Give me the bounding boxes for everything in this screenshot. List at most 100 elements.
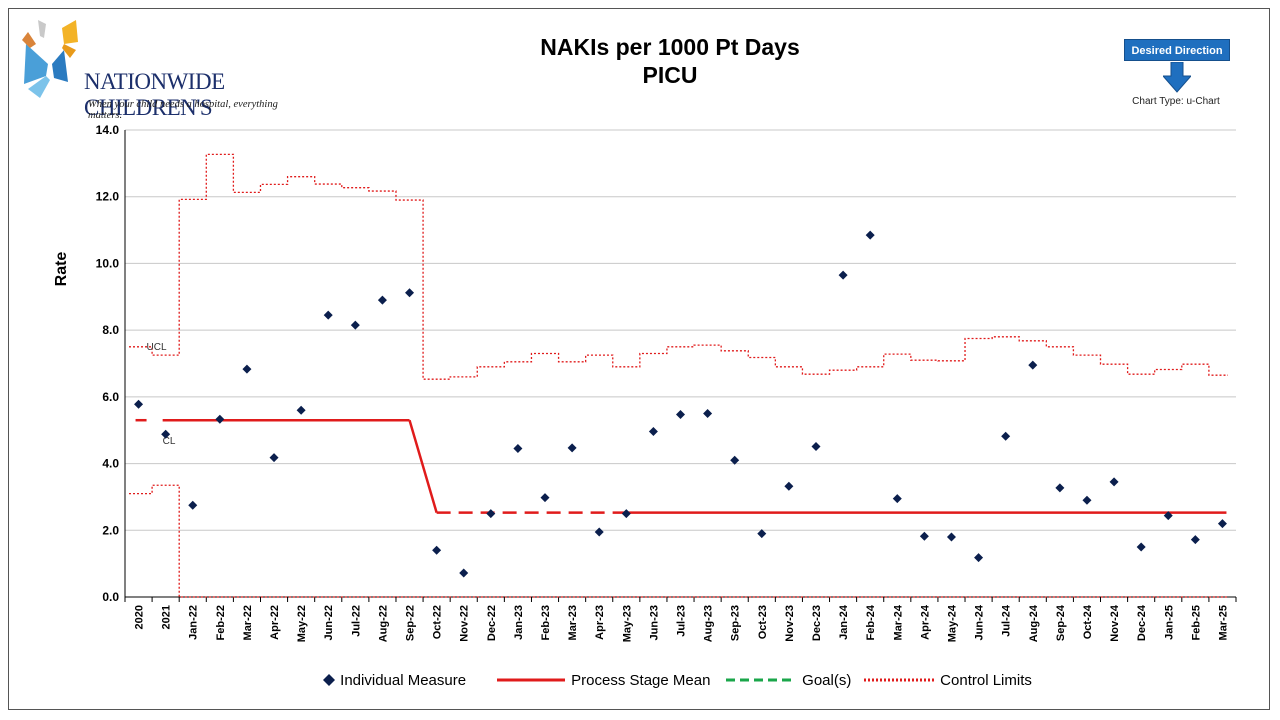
data-point bbox=[594, 527, 604, 537]
x-tick-label: Jan-23 bbox=[513, 605, 525, 640]
x-tick-label: Oct-24 bbox=[1082, 604, 1094, 639]
x-tick-label: Nov-23 bbox=[784, 605, 796, 642]
chart-type-label: Chart Type: u-Chart bbox=[1132, 96, 1220, 107]
dashed-line-icon bbox=[726, 678, 796, 682]
legend-individual-measure: Individual Measure bbox=[322, 670, 466, 692]
data-point bbox=[838, 270, 848, 280]
x-tick-label: Feb-22 bbox=[215, 605, 227, 640]
data-point bbox=[215, 414, 225, 424]
x-tick-label: Oct-22 bbox=[432, 605, 444, 639]
legend-goals: Goal(s) bbox=[726, 670, 851, 692]
lower-control-limit-line bbox=[129, 484, 1228, 598]
x-tick-label: Aug-24 bbox=[1028, 604, 1040, 642]
data-point bbox=[1001, 431, 1011, 441]
x-tick-label: Jan-25 bbox=[1163, 605, 1175, 640]
x-tick-label: Apr-24 bbox=[919, 604, 931, 640]
chart-title-block: NAKIs per 1000 Pt Days PICU bbox=[420, 33, 920, 89]
x-tick-label: Sep-24 bbox=[1055, 604, 1067, 641]
x-tick-label: Dec-23 bbox=[811, 605, 823, 641]
data-point bbox=[242, 364, 252, 374]
x-tick-label: Apr-22 bbox=[269, 605, 281, 640]
data-point bbox=[377, 295, 387, 305]
y-tick-label: 14.0 bbox=[96, 123, 120, 137]
x-tick-label: Feb-25 bbox=[1190, 605, 1202, 640]
chart-subtitle: PICU bbox=[642, 62, 698, 88]
x-tick-label: Nov-24 bbox=[1109, 604, 1121, 642]
legend: Individual Measure Process Stage Mean Go… bbox=[0, 670, 1280, 694]
x-tick-label: Jul-22 bbox=[350, 605, 362, 637]
x-tick-label: 2020 bbox=[134, 605, 146, 629]
x-tick-label: Sep-23 bbox=[730, 605, 742, 641]
x-tick-label: Jun-22 bbox=[323, 605, 335, 640]
data-point bbox=[540, 493, 550, 503]
data-point bbox=[621, 509, 631, 519]
x-tick-label: Oct-23 bbox=[757, 605, 769, 639]
data-point bbox=[676, 410, 685, 420]
logo: NATIONWIDE CHILDREN'S When your child ne… bbox=[18, 14, 288, 121]
legend-label: Individual Measure bbox=[340, 672, 467, 689]
logo-tagline: When your child needs a hospital, everyt… bbox=[88, 99, 278, 121]
desired-direction-label: Desired Direction bbox=[1124, 39, 1230, 61]
y-tick-label: 6.0 bbox=[102, 390, 119, 404]
x-tick-label: Mar-23 bbox=[567, 605, 579, 640]
data-point bbox=[513, 444, 523, 454]
x-tick-label: Aug-23 bbox=[703, 605, 715, 642]
data-point bbox=[811, 442, 821, 452]
x-tick-label: May-23 bbox=[621, 605, 633, 642]
y-tick-label: 12.0 bbox=[96, 190, 120, 204]
x-tick-label: Mar-22 bbox=[242, 605, 254, 640]
data-point bbox=[784, 481, 794, 491]
legend-label: Goal(s) bbox=[802, 672, 852, 689]
legend-control-limits: Control Limits bbox=[864, 670, 1032, 692]
data-point bbox=[1163, 511, 1173, 521]
mean-line-shift bbox=[408, 419, 438, 513]
ucl-annotation: UCL bbox=[147, 342, 167, 353]
x-tick-label: Mar-25 bbox=[1217, 605, 1229, 640]
data-point bbox=[350, 320, 360, 330]
data-point bbox=[974, 553, 984, 563]
x-tick-label: Jul-24 bbox=[1001, 604, 1013, 637]
data-point bbox=[919, 531, 929, 541]
legend-label: Control Limits bbox=[940, 672, 1032, 689]
data-point bbox=[405, 288, 415, 298]
x-tick-label: Feb-23 bbox=[540, 605, 552, 640]
x-tick-label: Jul-23 bbox=[676, 605, 688, 637]
data-point bbox=[161, 429, 171, 439]
data-point bbox=[757, 529, 767, 539]
data-point bbox=[1082, 495, 1092, 505]
data-point bbox=[486, 509, 496, 519]
diamond-marker-icon bbox=[323, 674, 335, 686]
chart-frame bbox=[8, 8, 1270, 710]
data-point bbox=[296, 405, 306, 415]
data-point bbox=[1136, 542, 1146, 552]
data-point bbox=[432, 545, 442, 555]
cl-annotation: CL bbox=[163, 436, 176, 447]
data-point bbox=[1190, 535, 1200, 545]
y-tick-label: 8.0 bbox=[102, 323, 119, 337]
x-tick-label: Sep-22 bbox=[405, 605, 417, 641]
data-point bbox=[1028, 360, 1038, 370]
upper-control-limit-line bbox=[129, 153, 1228, 380]
x-tick-label: Jan-22 bbox=[188, 605, 200, 640]
x-tick-label: Nov-22 bbox=[459, 605, 471, 642]
data-point bbox=[188, 500, 198, 510]
x-tick-label: Dec-22 bbox=[486, 605, 498, 641]
legend-process-stage-mean: Process Stage Mean bbox=[497, 670, 710, 692]
legend-label: Process Stage Mean bbox=[571, 672, 711, 689]
x-tick-label: Jan-24 bbox=[838, 604, 850, 640]
data-point bbox=[648, 427, 658, 437]
y-tick-label: 2.0 bbox=[102, 523, 119, 537]
data-point bbox=[1109, 477, 1119, 487]
data-point bbox=[865, 230, 875, 240]
x-tick-label: Dec-24 bbox=[1136, 604, 1148, 641]
data-point bbox=[134, 399, 144, 409]
y-tick-label: 0.0 bbox=[102, 590, 119, 604]
x-tick-label: May-24 bbox=[946, 604, 958, 642]
x-tick-label: Aug-22 bbox=[377, 605, 389, 642]
data-point bbox=[946, 532, 956, 542]
x-tick-label: Jun-24 bbox=[974, 604, 986, 640]
data-point bbox=[323, 310, 333, 320]
data-point bbox=[459, 568, 469, 578]
data-point bbox=[730, 455, 740, 465]
